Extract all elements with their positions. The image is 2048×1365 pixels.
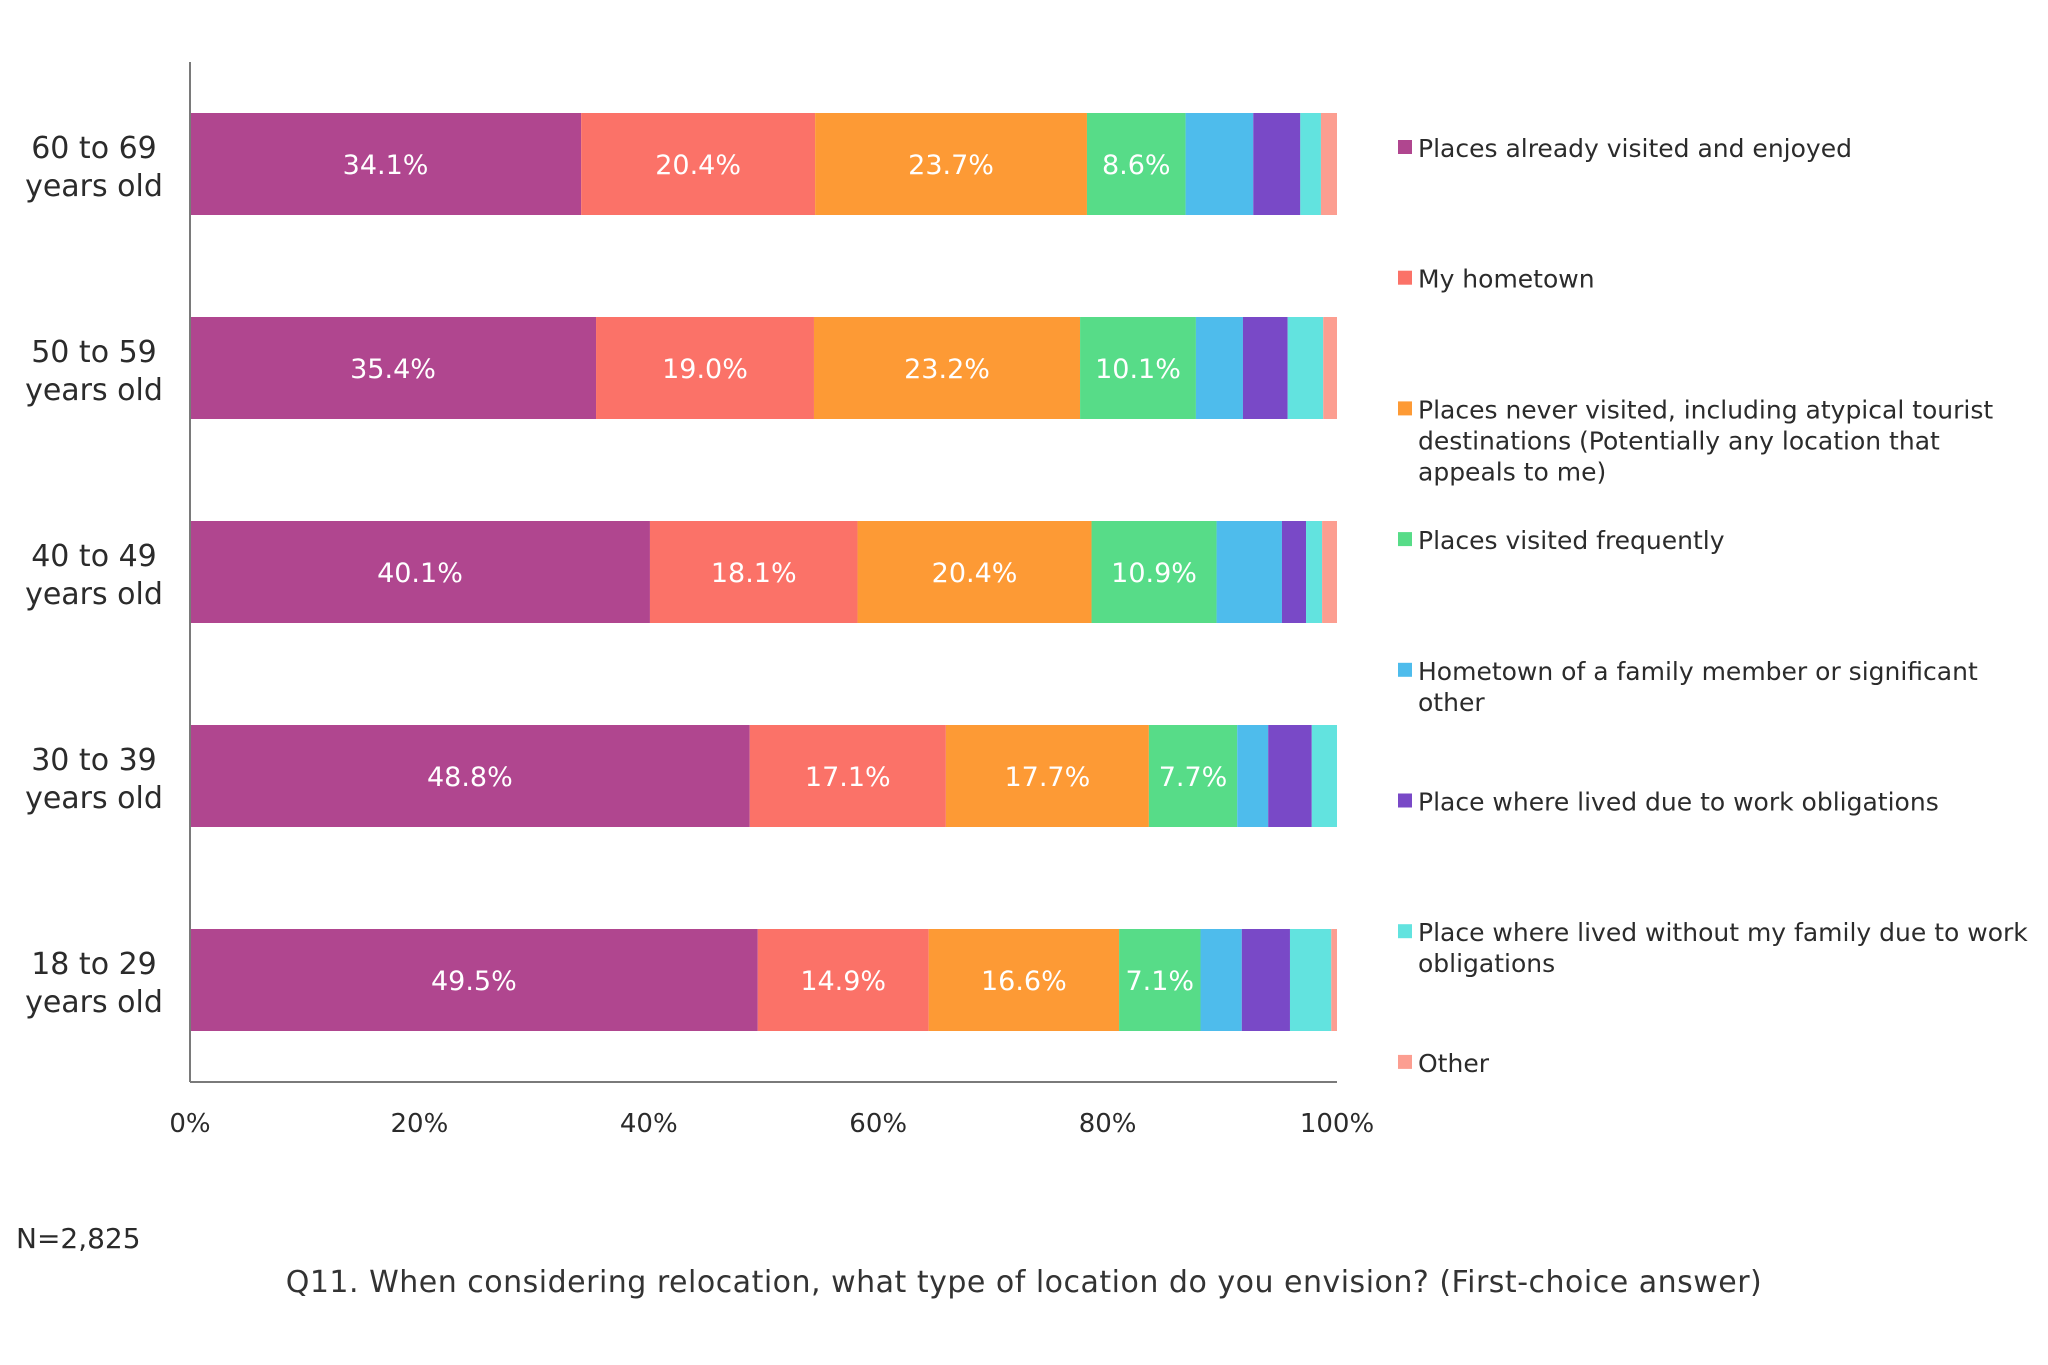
data-label: 10.1% (1095, 354, 1181, 385)
data-label: 34.1% (343, 150, 429, 181)
bar-segment (1086, 113, 1186, 215)
legend-entry: Place where lived due to work obligation… (1418, 788, 1939, 817)
data-label: 7.1% (1125, 966, 1194, 997)
legend-entry: Places already visited and enjoyed (1418, 134, 1852, 163)
x-tick-label: 80% (1079, 1109, 1137, 1139)
bar-segment (1331, 929, 1337, 1031)
legend-swatch (1398, 401, 1412, 416)
bars-group: 34.1% 20.4% 23.7% 8.6% 35.4% 19.0% 23.2% 10.1% 4… (190, 113, 1337, 1031)
bar-segment (1253, 113, 1301, 215)
category-labels: 60 to 69 years old 50 to 59 years old 40 to … (25, 131, 163, 1020)
bar-segment (1237, 725, 1269, 827)
data-label: 17.1% (805, 762, 891, 793)
sample-size-note: N=2,825 (16, 1222, 141, 1255)
x-tick-label: 40% (620, 1109, 678, 1139)
data-label: 20.4% (932, 558, 1018, 589)
data-label: 23.2% (904, 354, 990, 385)
bar-segment (1323, 317, 1337, 419)
legend-entry: My hometown (1418, 265, 1595, 294)
legend-swatch (1398, 532, 1412, 547)
stacked-bar-chart: 34.1% 20.4% 23.7% 8.6% 35.4% 19.0% 23.2% 10.1% 4… (25, 62, 2028, 1139)
bar-segment (1080, 317, 1196, 419)
bar-segment (581, 113, 816, 215)
bar-segment (1320, 113, 1337, 215)
bar-segment (1242, 317, 1288, 419)
bar-segment (190, 725, 750, 827)
category-label: 18 to 29 years old (25, 947, 163, 1020)
legend-swatch (1398, 924, 1412, 939)
data-label: 17.7% (1004, 762, 1090, 793)
data-label: 18.1% (711, 558, 797, 589)
bar-segment (190, 317, 597, 419)
bar-segment (596, 317, 814, 419)
data-label: 19.0% (662, 354, 748, 385)
legend-entry: Places never visited, including atypical… (1418, 395, 1993, 486)
bar-segment (1306, 521, 1323, 623)
bar-segment (190, 113, 582, 215)
category-label: 40 to 49 years old (25, 539, 163, 612)
bar-segment (1322, 521, 1337, 623)
data-label: 16.6% (981, 966, 1067, 997)
bar-segment (1195, 317, 1243, 419)
bar-segment (649, 521, 858, 623)
bar-segment (757, 929, 929, 1031)
legend-entry: Places visited frequently (1418, 526, 1725, 555)
legend-swatch (1398, 270, 1412, 285)
legend-entry: Hometown of a family member or significa… (1418, 657, 1978, 717)
bar-segment (1148, 725, 1238, 827)
legend-swatch (1398, 793, 1412, 808)
chart-caption: Q11. When considering relocation, what t… (285, 1265, 1763, 1300)
bar-segment (1091, 521, 1217, 623)
data-label: 49.5% (431, 966, 517, 997)
bar-segment (749, 725, 946, 827)
data-label: 40.1% (377, 558, 463, 589)
bar-segment (1281, 521, 1307, 623)
x-tick-label: 20% (391, 1109, 449, 1139)
bar-segment (190, 929, 758, 1031)
legend-swatch (1398, 140, 1412, 154)
bar-segment (1185, 113, 1254, 215)
data-label: 48.8% (427, 762, 513, 793)
legend: Places already visited and enjoyed My hom… (1398, 134, 2028, 1078)
legend-entry: Other (1418, 1049, 1490, 1078)
category-label: 30 to 39 years old (25, 743, 163, 816)
category-label: 60 to 69 years old (25, 131, 163, 204)
bar-segment (1289, 929, 1332, 1031)
bar-segment (1311, 725, 1337, 827)
data-label: 20.4% (655, 150, 741, 181)
x-tick-label: 60% (849, 1109, 907, 1139)
data-label: 10.9% (1111, 558, 1197, 589)
data-label: 35.4% (350, 354, 436, 385)
bar-segment (815, 113, 1087, 215)
bar-segment (945, 725, 1149, 827)
bar-segment (1268, 725, 1312, 827)
bar-segment (1216, 521, 1282, 623)
bar-segment (857, 521, 1092, 623)
bar-segment (190, 521, 650, 623)
category-label: 50 to 59 years old (25, 335, 163, 408)
data-label: 14.9% (800, 966, 886, 997)
data-label: 7.7% (1159, 762, 1228, 793)
bar-segment (1200, 929, 1242, 1031)
data-label: 23.7% (908, 150, 994, 181)
x-tick-labels: 0% 20% 40% 60% 80% 100% (169, 1109, 1374, 1139)
x-tick-label: 0% (169, 1109, 210, 1139)
legend-swatch (1398, 662, 1412, 677)
legend-entry: Place where lived without my family due … (1418, 918, 2028, 978)
data-label: 8.6% (1102, 150, 1171, 181)
bar-segment (1287, 317, 1324, 419)
bar-segment (813, 317, 1081, 419)
bar-segment (1300, 113, 1321, 215)
bar-segment (1241, 929, 1290, 1031)
x-tick-label: 100% (1300, 1109, 1374, 1139)
bar-segment (928, 929, 1120, 1031)
legend-swatch (1398, 1054, 1412, 1069)
bar-segment (1119, 929, 1201, 1031)
